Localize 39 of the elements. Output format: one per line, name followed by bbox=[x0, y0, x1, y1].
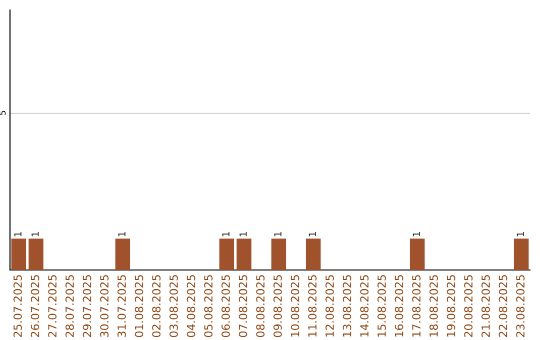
x-tick-label: 12.08.2025 bbox=[325, 275, 334, 337]
x-tick-label: 08.08.2025 bbox=[256, 275, 265, 338]
x-tick-label: 29.07.2025 bbox=[82, 275, 92, 337]
x-tick-label: 01.08.2025 bbox=[134, 275, 144, 338]
x-tick-label: 10.08.2025 bbox=[290, 275, 300, 337]
data-label: 1 bbox=[308, 232, 316, 236]
x-tick-label: 14.08.2025 bbox=[360, 275, 369, 337]
x-tick-label: 09.08.2025 bbox=[273, 275, 282, 338]
x-tick-label: 21.08.2025 bbox=[481, 275, 490, 337]
x-tick-label: 26.07.2025 bbox=[30, 275, 40, 337]
x-tick-label: 13.08.2025 bbox=[342, 275, 352, 337]
x-tick-label: 31.07.2025 bbox=[117, 275, 126, 337]
data-label: 1 bbox=[118, 232, 126, 236]
x-tick-label: 11.08.2025 bbox=[308, 275, 317, 337]
x-tick-label: 27.07.2025 bbox=[48, 275, 57, 337]
x-tick-label: 16.08.2025 bbox=[394, 275, 404, 337]
x-tick-label: 07.08.2025 bbox=[238, 275, 248, 338]
x-tick-label: 28.07.2025 bbox=[65, 275, 74, 337]
x-tick-label: 19.08.2025 bbox=[446, 275, 456, 337]
x-tick-label: 02.08.2025 bbox=[152, 275, 161, 338]
data-label: 1 bbox=[412, 232, 420, 236]
x-tick-label: 06.08.2025 bbox=[221, 275, 230, 338]
x-tick-label: 15.08.2025 bbox=[377, 275, 386, 337]
x-tick-label: 30.07.2025 bbox=[100, 275, 109, 337]
x-tick-label: 25.07.2025 bbox=[13, 275, 22, 337]
data-label: 1 bbox=[274, 232, 282, 236]
data-label: 1 bbox=[240, 232, 247, 236]
x-tick-label: 03.08.2025 bbox=[169, 275, 178, 338]
x-tick-label: 18.08.2025 bbox=[429, 275, 438, 337]
x-tick-label: 04.08.2025 bbox=[186, 275, 196, 338]
x-tick-label: 20.08.2025 bbox=[464, 275, 473, 337]
data-label: 1 bbox=[222, 232, 230, 236]
x-tick-label: 05.08.2025 bbox=[204, 275, 213, 338]
x-tick-label: 22.08.2025 bbox=[498, 275, 508, 337]
x-tick-label: 23.08.2025 bbox=[516, 275, 525, 337]
data-label: 1 bbox=[516, 232, 524, 236]
data-label: 1 bbox=[14, 232, 22, 236]
x-tick-label: 17.08.2025 bbox=[412, 275, 421, 337]
data-label: 1 bbox=[32, 232, 39, 236]
